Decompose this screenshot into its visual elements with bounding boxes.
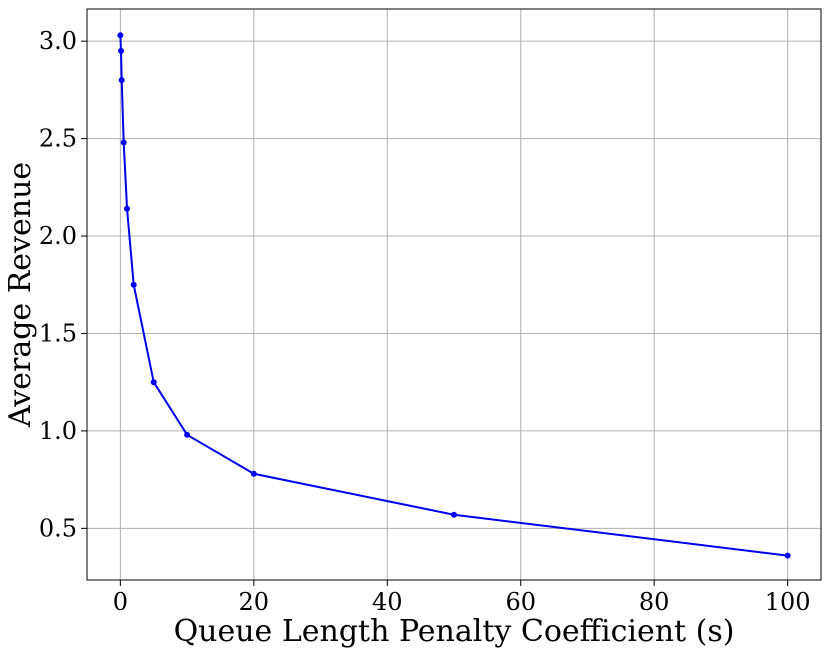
data-point <box>118 77 125 84</box>
y-tick-label: 3.0 <box>39 27 77 55</box>
x-tick-label: 80 <box>639 588 670 616</box>
x-axis: 0 20 40 60 80 100 <box>113 580 811 616</box>
x-tick-label: 40 <box>372 588 403 616</box>
data-point <box>130 281 137 288</box>
data-point <box>184 431 191 438</box>
data-point <box>117 32 124 39</box>
y-tick-label: 0.5 <box>39 514 77 542</box>
data-point <box>124 205 131 212</box>
data-point <box>250 470 257 477</box>
series-layer <box>117 32 791 559</box>
x-tick-label: 20 <box>239 588 270 616</box>
x-tick-label: 60 <box>505 588 536 616</box>
x-tick-label: 0 <box>113 588 128 616</box>
y-tick-label: 1.5 <box>39 319 77 347</box>
grid <box>87 9 821 580</box>
data-point <box>150 379 157 386</box>
y-tick-label: 1.0 <box>39 417 77 445</box>
y-tick-label: 2.5 <box>39 125 77 153</box>
y-axis: 0.5 1.0 1.5 2.0 2.5 3.0 <box>39 27 87 542</box>
y-axis-label: Average Revenue <box>3 162 38 428</box>
data-point <box>118 47 125 54</box>
plot-frame <box>86 8 822 581</box>
data-point <box>451 511 457 518</box>
y-tick-label: 2.0 <box>39 222 77 250</box>
data-point <box>120 139 127 146</box>
x-tick-label: 100 <box>765 588 811 616</box>
x-axis-label: Queue Length Penalty Coefficient (s) <box>174 614 735 649</box>
data-point <box>784 552 791 559</box>
